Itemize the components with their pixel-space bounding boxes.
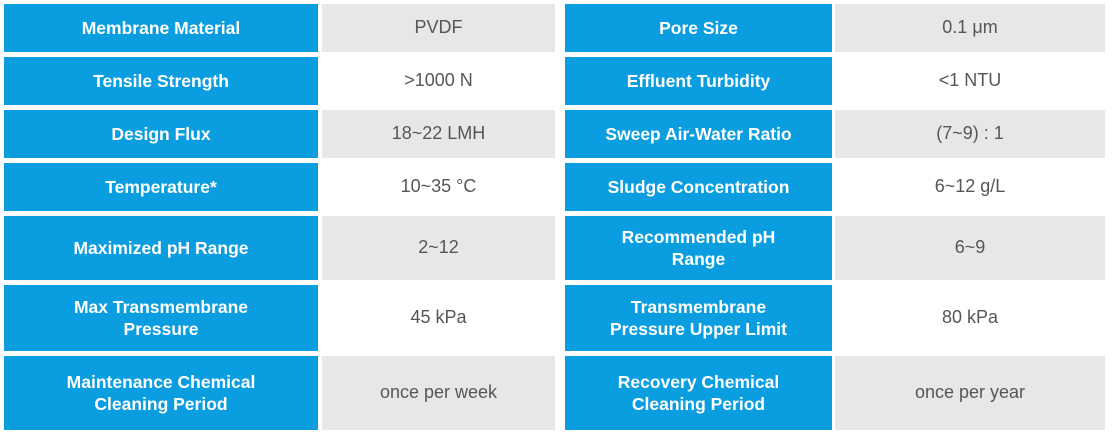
spec-value: 6~12 g/L <box>934 176 1006 197</box>
spec-value: 80 kPa <box>941 307 999 328</box>
spec-label: Transmembrane Pressure Upper Limit <box>565 285 832 351</box>
spec-value: PVDF <box>322 4 555 52</box>
spec-value: once per year <box>835 356 1105 430</box>
spec-label: Membrane Material <box>4 4 318 52</box>
spec-value: once per week <box>322 356 555 430</box>
spec-value: 18~22 LMH <box>322 110 555 158</box>
spec-value: (7~9) : 1 <box>835 110 1105 158</box>
spec-label: Tensile Strength <box>4 57 318 105</box>
spec-label: Pore Size <box>565 4 832 52</box>
spec-label: Max Transmembrane Pressure <box>4 285 318 351</box>
spec-value: 45 kPa <box>410 307 467 328</box>
spec-label: Temperature* <box>4 163 318 211</box>
table-row: Max Transmembrane Pressure 45 kPa Transm… <box>4 285 1105 351</box>
table-row: Tensile Strength >1000 N Effluent Turbid… <box>4 57 1105 105</box>
spec-value: <1 NTU <box>938 70 1002 91</box>
spec-value: 2~12 <box>322 216 555 280</box>
table-row: Design Flux 18~22 LMH Sweep Air-Water Ra… <box>4 110 1105 158</box>
spec-label: Sweep Air-Water Ratio <box>565 110 832 158</box>
spec-value: 0.1 μm <box>835 4 1105 52</box>
spec-value: >1000 N <box>404 70 473 91</box>
spec-label: Sludge Concentration <box>565 163 832 211</box>
table-row: Maintenance Chemical Cleaning Period onc… <box>4 356 1105 430</box>
spec-label: Recommended pH Range <box>565 216 832 280</box>
table-row: Maximized pH Range 2~12 Recommended pH R… <box>4 216 1105 280</box>
spec-value: 10~35 °C <box>400 176 477 197</box>
spec-label: Design Flux <box>4 110 318 158</box>
spec-label: Effluent Turbidity <box>565 57 832 105</box>
spec-label: Maintenance Chemical Cleaning Period <box>4 356 318 430</box>
spec-value: 6~9 <box>835 216 1105 280</box>
table-row: Membrane Material PVDF Pore Size 0.1 μm <box>4 4 1105 52</box>
table-row: Temperature* 10~35 °C Sludge Concentrati… <box>4 163 1105 211</box>
spec-label: Maximized pH Range <box>4 216 318 280</box>
spec-label: Recovery Chemical Cleaning Period <box>565 356 832 430</box>
